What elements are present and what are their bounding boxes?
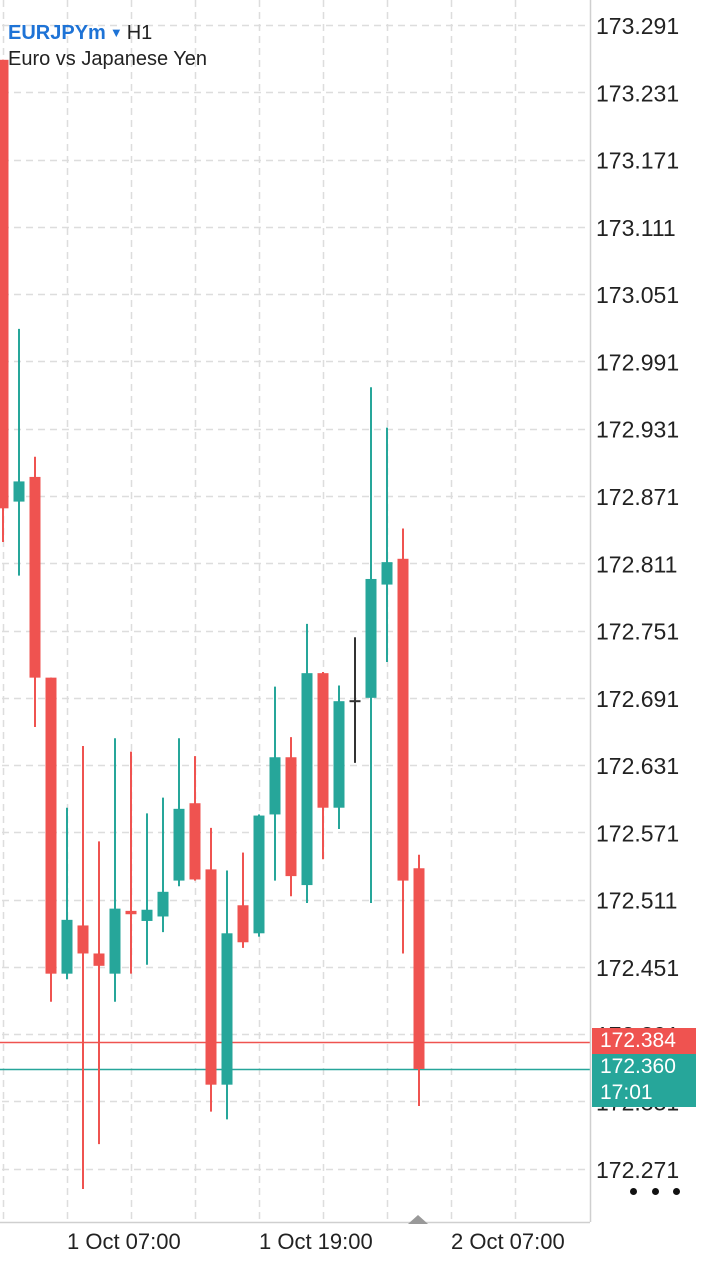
y-tick-label: 172.511: [596, 888, 677, 914]
candle-body: [221, 933, 233, 1085]
candle: [141, 813, 153, 965]
candle: [349, 637, 361, 763]
candle: [93, 841, 105, 1145]
candle-body: [381, 562, 393, 585]
more-dots-icon[interactable]: [630, 1176, 680, 1206]
timeframe-label[interactable]: H1: [126, 22, 153, 44]
candle-body: [365, 578, 377, 698]
candle: [189, 756, 201, 881]
chart-grid: [2, 0, 590, 1222]
candle: [205, 827, 217, 1112]
x-tick-label: 2 Oct 07:00: [451, 1229, 565, 1254]
candle-body: [157, 891, 169, 917]
candle-body: [413, 868, 425, 1069]
candle: [333, 685, 345, 830]
bid-price-tag: 172.360 17:01: [592, 1053, 696, 1107]
candle: [13, 328, 25, 576]
candle-body: [397, 558, 409, 881]
candle: [381, 427, 393, 662]
candle-body: [269, 757, 281, 815]
candle: [221, 870, 233, 1120]
candle: [301, 623, 313, 904]
candle-body: [13, 481, 25, 502]
scroll-handle-icon: [408, 1215, 428, 1224]
candles: [0, 59, 425, 1189]
candle: [285, 737, 297, 897]
candle-body: [317, 673, 329, 808]
candle: [0, 59, 9, 542]
candle-body: [285, 757, 297, 877]
candle-body: [189, 803, 201, 880]
candle: [109, 738, 121, 1002]
candle-body: [237, 905, 249, 943]
candle: [317, 672, 329, 860]
price-lines: [0, 1041, 590, 1071]
candle-body: [61, 919, 73, 974]
candle-body: [253, 815, 265, 934]
y-tick-label: 172.271: [596, 1157, 679, 1183]
chart-header: EURJPYm ▼ H1 Euro vs Japanese Yen: [8, 20, 207, 72]
x-tick-label: 1 Oct 07:00: [67, 1229, 181, 1254]
y-tick-label: 173.231: [596, 80, 679, 106]
candle-body: [141, 909, 153, 921]
candle-body: [45, 677, 57, 974]
candle-body: [205, 869, 217, 1085]
y-tick-label: 172.991: [596, 349, 679, 375]
y-tick-label: 173.111: [596, 215, 676, 241]
symbol-selector[interactable]: EURJPYm ▼ H1: [8, 20, 207, 46]
symbol-description: Euro vs Japanese Yen: [8, 48, 208, 70]
candle: [237, 852, 249, 948]
symbol-name[interactable]: EURJPYm: [8, 22, 106, 44]
y-tick-label: 172.631: [596, 753, 679, 779]
y-tick-label: 173.051: [596, 282, 679, 308]
candle: [157, 797, 169, 933]
y-tick-label: 173.291: [596, 13, 679, 39]
y-tick-label: 172.811: [596, 551, 677, 577]
y-tick-label: 172.751: [596, 619, 679, 645]
axes: 173.291 173.231 173.171 173.111 173.051 172.9…: [0, 0, 679, 1254]
y-tick-label: 172.691: [596, 686, 679, 712]
ask-price-label: 172.384: [600, 1028, 676, 1052]
bid-price-label: 172.360: [600, 1054, 676, 1078]
candle-body: [93, 953, 105, 966]
y-tick-label: 172.871: [596, 484, 679, 510]
y-tick-label: 172.451: [596, 955, 679, 981]
candle: [45, 677, 57, 1002]
candle-body: [333, 701, 345, 808]
y-tick-label: 172.931: [596, 417, 679, 443]
candle-body: [77, 925, 89, 954]
x-tick-label: 1 Oct 19:00: [259, 1229, 373, 1254]
y-tick-label: 173.171: [596, 148, 679, 174]
candle-body: [125, 910, 137, 915]
candle: [413, 854, 425, 1106]
candle-body: [173, 808, 185, 881]
y-tick-label: 172.571: [596, 820, 679, 846]
candle: [269, 686, 281, 881]
candle-body: [0, 59, 9, 509]
bar-timer-label: 17:01: [600, 1080, 653, 1104]
ask-price-tag: 172.384: [592, 1027, 696, 1054]
chevron-down-icon[interactable]: ▼: [109, 25, 123, 40]
candle-body: [29, 476, 41, 678]
candle: [77, 746, 89, 1189]
candle: [253, 814, 265, 937]
candle: [29, 456, 41, 727]
candle-body: [301, 673, 313, 886]
candle: [173, 738, 185, 887]
candle: [125, 751, 137, 974]
candle: [61, 807, 73, 980]
candle-body: [109, 908, 121, 974]
candle: [397, 528, 409, 954]
candle: [365, 387, 377, 904]
